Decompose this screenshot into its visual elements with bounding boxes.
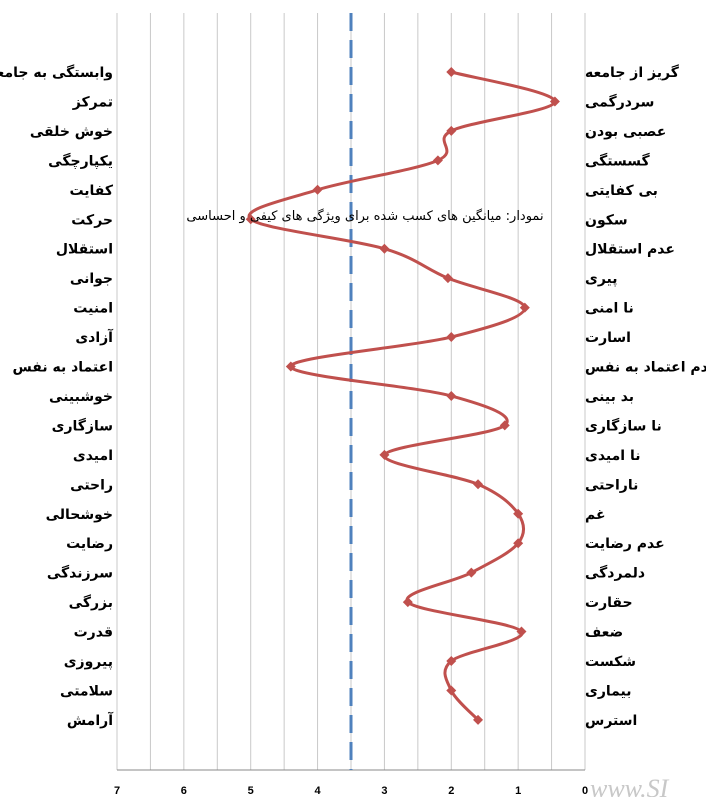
- left-category-label: استقلال: [56, 242, 113, 258]
- chart-title: نمودار: میانگین های کسب شده برای ویژگی ه…: [186, 208, 543, 224]
- data-point-marker: [519, 302, 530, 313]
- data-point-marker: [402, 597, 413, 608]
- data-point-marker: [446, 125, 457, 136]
- x-tick-labels: 0 1 2 3 4 5 6 7: [114, 785, 588, 797]
- right-category-label: نا امنی: [585, 301, 634, 317]
- data-point-marker: [473, 714, 484, 725]
- left-category-label: آرامش: [67, 711, 114, 729]
- left-category-label: تمرکز: [72, 94, 113, 110]
- data-point-marker: [285, 361, 296, 372]
- data-point-marker: [245, 214, 256, 225]
- right-category-label: گریز از جامعه: [585, 64, 680, 81]
- x-tick-label: 3: [381, 785, 387, 797]
- left-category-label: سرزندگی: [47, 565, 113, 582]
- data-point-marker: [446, 332, 457, 343]
- left-category-label: بزرگی: [69, 594, 113, 611]
- data-point-marker: [379, 449, 390, 460]
- right-category-label: عدم اعتماد به نفس: [585, 360, 706, 376]
- right-category-label: نا سازگاری: [585, 417, 662, 434]
- left-category-label: حرکت: [71, 212, 113, 228]
- data-point-marker: [446, 685, 457, 696]
- right-category-label: عدم استقلال: [585, 242, 675, 258]
- data-point-marker: [432, 155, 443, 166]
- right-category-label: ناراحتی: [585, 477, 638, 493]
- right-category-label: استرس: [585, 713, 637, 729]
- left-category-label: خوش خلقی: [30, 124, 113, 140]
- data-point-marker: [513, 538, 524, 549]
- right-category-labels: گریز از جامعه سردرگمی عصبی بودن گسستگی بی کف…: [585, 64, 706, 729]
- data-point-marker: [312, 184, 323, 195]
- right-category-label: بد بینی: [585, 389, 634, 405]
- series-line: [247, 70, 557, 721]
- x-tick-label: 2: [448, 785, 454, 797]
- data-point-marker: [473, 479, 484, 490]
- left-category-label: کفایت: [69, 183, 113, 199]
- x-tick-label: 7: [114, 785, 120, 797]
- left-category-labels: وابستگی به جامعه تمرکز خوش خلقی یکپارچگی کفا…: [0, 64, 114, 729]
- data-point-marker: [379, 243, 390, 254]
- right-category-label: ضعف: [585, 625, 623, 641]
- right-category-label: گسستگی: [585, 152, 651, 169]
- right-category-label: عصبی بودن: [585, 124, 666, 140]
- x-tick-label: 5: [248, 785, 254, 797]
- right-category-label: حقارت: [585, 595, 633, 611]
- left-category-label: قدرت: [74, 625, 113, 641]
- left-category-label: امیدی: [73, 448, 113, 464]
- right-category-label: عدم رضایت: [585, 536, 665, 552]
- right-category-label: نا امیدی: [585, 448, 641, 464]
- left-category-label: راحتی: [70, 477, 113, 493]
- left-category-label: اعتماد به نفس: [12, 360, 113, 376]
- watermark: www.SI: [590, 774, 670, 797]
- left-category-label: آزادی: [75, 328, 114, 346]
- right-category-label: پیری: [585, 271, 618, 287]
- data-point-marker: [446, 390, 457, 401]
- right-category-label: اسارت: [585, 330, 631, 346]
- right-category-label: بی کفایتی: [585, 183, 658, 199]
- data-point-marker: [446, 656, 457, 666]
- data-point-marker: [499, 420, 510, 431]
- right-category-label: دلمردگی: [585, 565, 645, 582]
- right-category-label: بیماری: [585, 683, 632, 699]
- left-category-label: خوشبینی: [49, 389, 113, 405]
- left-category-label: رضایت: [66, 536, 113, 552]
- data-point-marker: [516, 626, 527, 637]
- data-point-marker: [513, 508, 524, 519]
- left-category-label: پیروزی: [64, 654, 113, 670]
- right-category-label: سکون: [585, 212, 628, 228]
- left-category-label: سازگاری: [52, 417, 113, 434]
- data-point-marker: [446, 67, 457, 77]
- x-tick-label: 6: [181, 785, 187, 797]
- data-point-marker: [549, 96, 560, 107]
- x-tick-label: 4: [315, 785, 322, 797]
- left-category-label: جوانی: [70, 271, 113, 287]
- x-tick-label: 1: [515, 785, 521, 797]
- x-tick-label: 0: [582, 785, 588, 797]
- data-point-marker: [442, 273, 453, 284]
- right-category-label: سردرگمی: [585, 93, 654, 110]
- right-category-label: شکست: [585, 654, 636, 670]
- left-category-label: خوشحالی: [46, 507, 113, 523]
- left-category-label: امنیت: [73, 301, 113, 317]
- right-category-label: غم: [585, 507, 606, 523]
- series-markers: [245, 67, 560, 725]
- data-point-marker: [466, 567, 477, 578]
- left-category-label: یکپارچگی: [48, 152, 113, 169]
- left-category-label: وابستگی به جامعه: [0, 64, 113, 81]
- left-category-label: سلامتی: [60, 683, 113, 699]
